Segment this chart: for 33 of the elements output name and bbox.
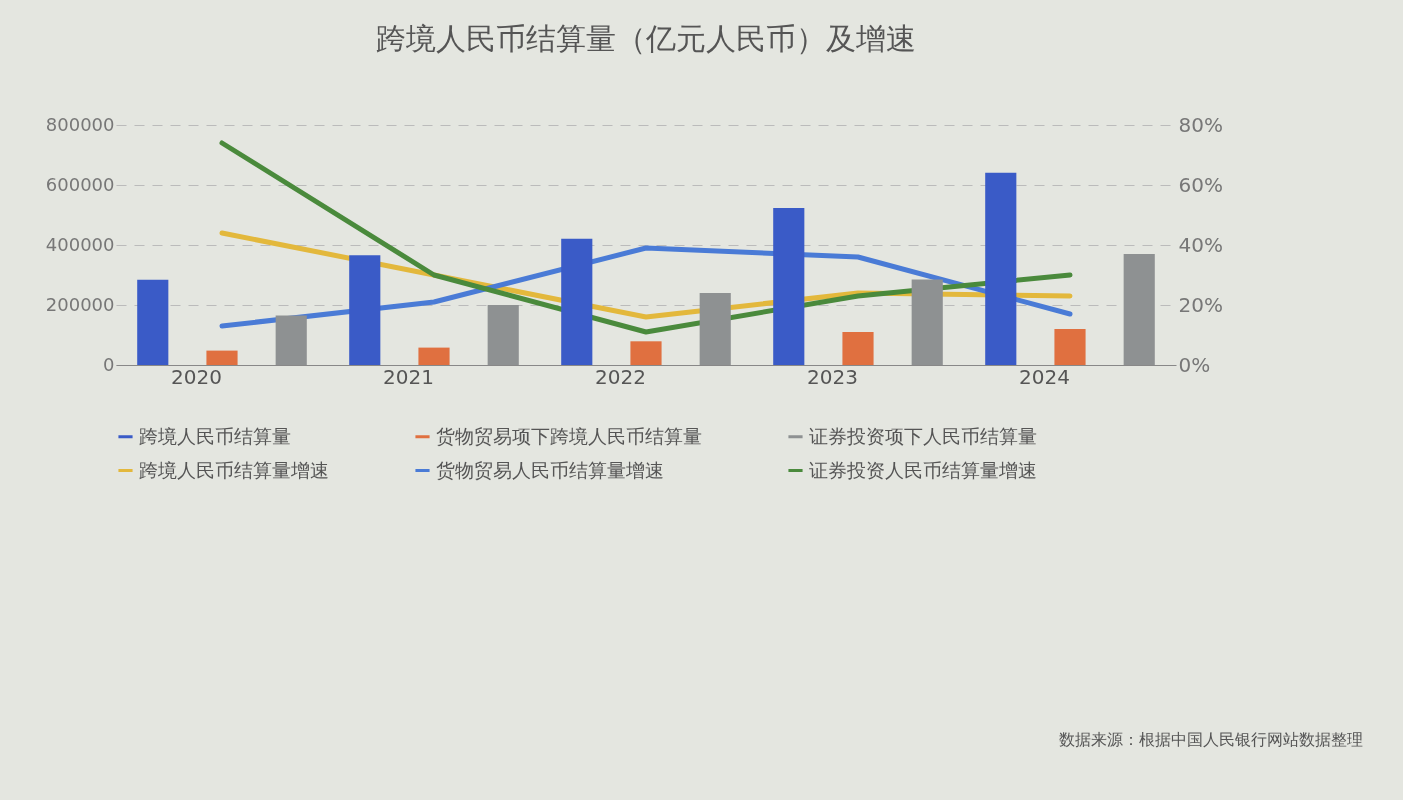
y-tick-label: 200000 [45, 293, 115, 315]
bar [561, 238, 593, 365]
bar [630, 341, 662, 365]
y2-tick-label: 80% [1178, 112, 1223, 137]
y-tick-label: 800000 [45, 113, 115, 135]
legend-label: 证券投资人民币结算量增速 [809, 458, 1037, 481]
y2-tick-label: 20% [1178, 292, 1223, 317]
y2-tick-label: 40% [1178, 232, 1223, 257]
bar [137, 279, 169, 365]
legend-label: 跨境人民币结算量 [139, 424, 291, 447]
bar [842, 332, 874, 365]
bar [349, 255, 381, 365]
y2-tick-label: 0% [1178, 352, 1211, 377]
bar [1054, 329, 1086, 365]
legend-label: 货物贸易项下跨境人民币结算量 [436, 424, 702, 447]
legend-label: 货物贸易人民币结算量增速 [436, 458, 664, 481]
source-note: 数据来源：根据中国人民银行网站数据整理 [1059, 730, 1363, 751]
x-tick-label: 2022 [595, 364, 646, 389]
bar [418, 347, 450, 365]
bar [985, 172, 1017, 365]
chart-title: 跨境人民币结算量（亿元人民币）及增速 [376, 21, 916, 56]
x-tick-label: 2021 [383, 364, 434, 389]
y-tick-label: 0 [103, 353, 115, 375]
bar [206, 350, 238, 365]
bar [773, 208, 805, 365]
y-tick-label: 400000 [45, 233, 115, 255]
y2-tick-label: 60% [1178, 172, 1223, 197]
x-tick-label: 2024 [1019, 364, 1070, 389]
legend-label: 跨境人民币结算量增速 [139, 458, 329, 481]
x-tick-label: 2023 [807, 364, 858, 389]
y-tick-label: 600000 [45, 173, 115, 195]
legend-label: 证券投资项下人民币结算量 [809, 424, 1037, 447]
x-tick-label: 2020 [171, 364, 222, 389]
